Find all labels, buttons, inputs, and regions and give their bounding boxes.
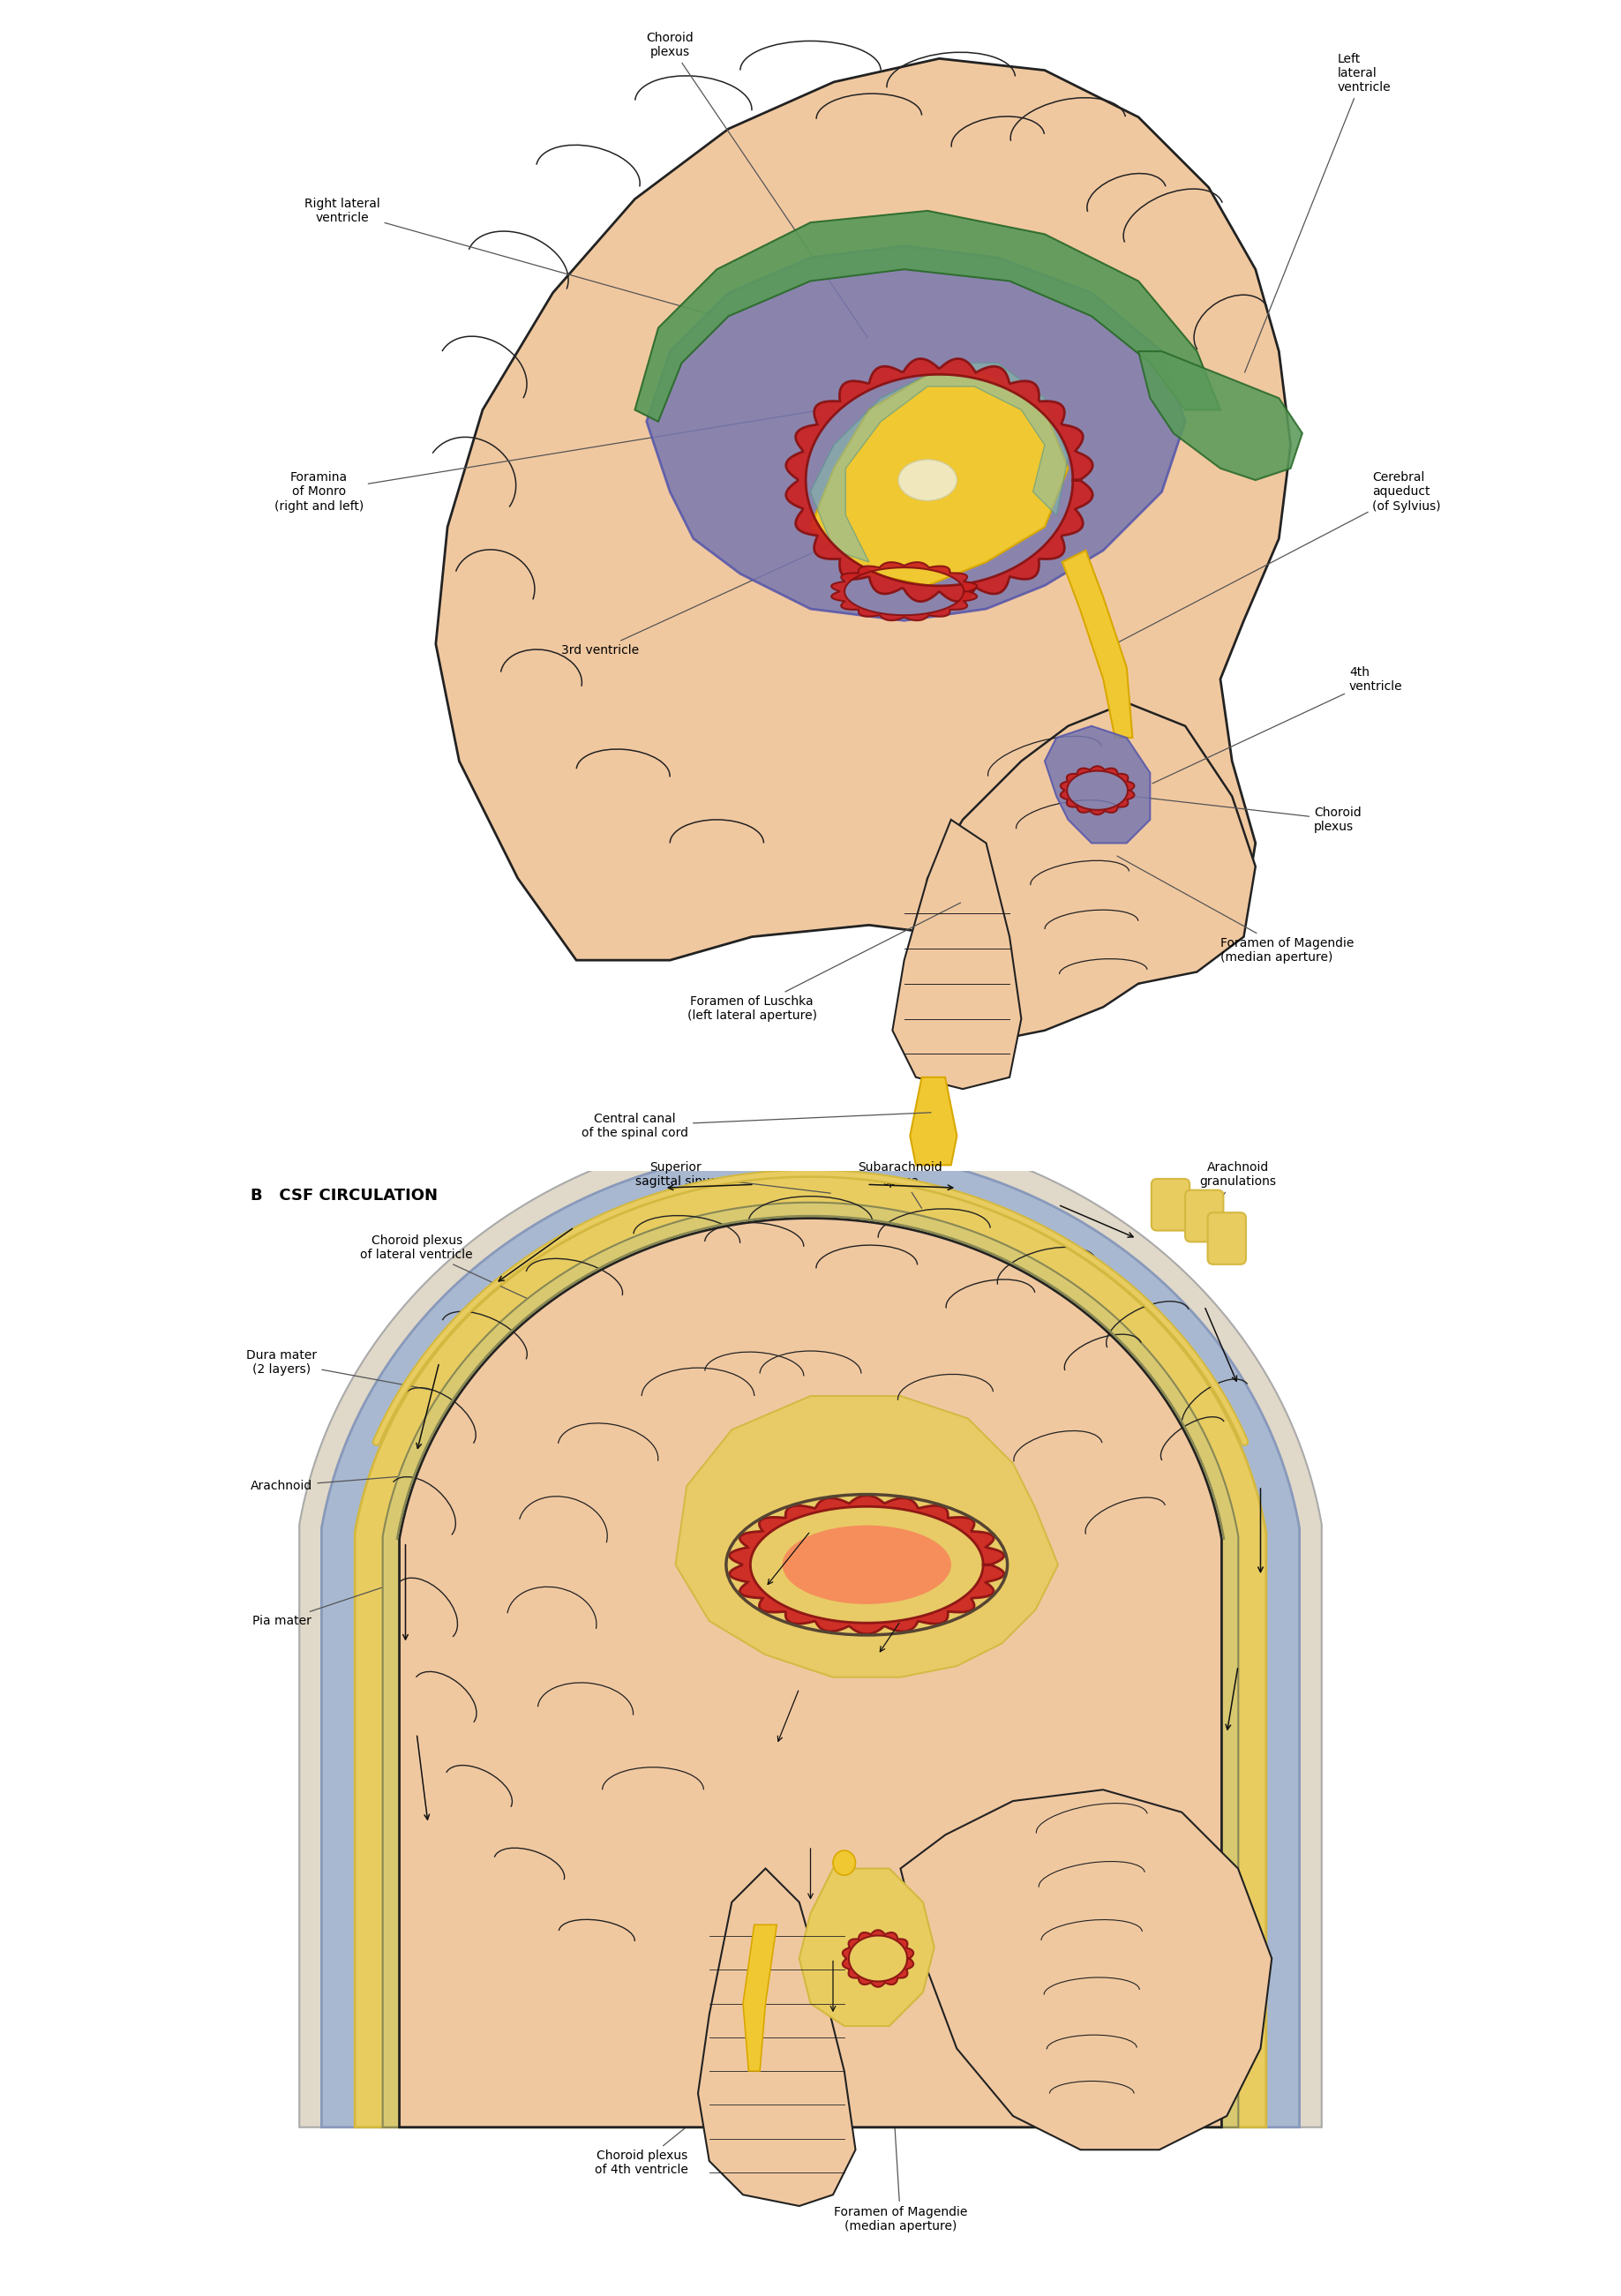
FancyBboxPatch shape [1208, 1212, 1247, 1265]
Polygon shape [355, 1176, 1266, 2126]
Polygon shape [916, 703, 1256, 1042]
Polygon shape [810, 363, 1068, 563]
Polygon shape [1062, 551, 1133, 737]
Text: Roof of 4th
ventricle: Roof of 4th ventricle [937, 1903, 1216, 1949]
Text: 4th
ventricle: 4th ventricle [1153, 666, 1402, 783]
Text: Left
lateral
ventricle: Left lateral ventricle [1245, 53, 1391, 372]
Polygon shape [647, 246, 1185, 620]
Polygon shape [1044, 726, 1149, 843]
Text: Foramen of Luschka
(right lateral aperture): Foramen of Luschka (right lateral apertu… [404, 1947, 819, 2041]
Polygon shape [729, 1495, 1003, 1635]
Text: Arachnoid
granulations: Arachnoid granulations [1200, 1162, 1276, 1219]
Text: Choroid plexus
of lateral ventricle: Choroid plexus of lateral ventricle [360, 1235, 786, 1417]
Text: Foramen of Magendie
(median aperture): Foramen of Magendie (median aperture) [833, 2039, 968, 2232]
Polygon shape [1138, 351, 1302, 480]
Text: Dura mater
(2 layers): Dura mater (2 layers) [246, 1348, 431, 1389]
Polygon shape [909, 1077, 956, 1164]
Text: Central canal
of the spinal cord: Central canal of the spinal cord [582, 1111, 930, 1139]
Ellipse shape [898, 459, 956, 501]
Text: Foramen of Magendie
(median aperture): Foramen of Magendie (median aperture) [1117, 856, 1354, 964]
Polygon shape [786, 358, 1093, 602]
Text: Choroid
plexus: Choroid plexus [1135, 797, 1362, 833]
Polygon shape [383, 1203, 1238, 2126]
Polygon shape [676, 1396, 1059, 1676]
Polygon shape [321, 1148, 1300, 2126]
Text: Choroid plexus
of 4th ventricle: Choroid plexus of 4th ventricle [595, 1981, 866, 2177]
Polygon shape [742, 1924, 776, 2071]
Text: Choroid plexus
of 3rd ventricle: Choroid plexus of 3rd ventricle [483, 1678, 763, 1839]
Ellipse shape [833, 1851, 856, 1876]
Polygon shape [635, 211, 1221, 422]
Polygon shape [699, 1869, 856, 2206]
Text: B   CSF CIRCULATION: B CSF CIRCULATION [250, 1187, 438, 1203]
Ellipse shape [783, 1525, 952, 1605]
Polygon shape [810, 374, 1068, 585]
Text: Pia mater: Pia mater [253, 1570, 431, 1628]
Text: Foramen of Luschka
(left lateral aperture): Foramen of Luschka (left lateral apertur… [687, 902, 961, 1022]
Polygon shape [1060, 767, 1135, 815]
FancyBboxPatch shape [1151, 1178, 1190, 1231]
FancyBboxPatch shape [1185, 1189, 1224, 1242]
Text: Superior
sagittal sinus: Superior sagittal sinus [635, 1162, 830, 1194]
Text: Right lateral
ventricle: Right lateral ventricle [305, 197, 715, 315]
Text: 3rd ventricle: 3rd ventricle [561, 528, 867, 657]
Text: Arachnoid: Arachnoid [251, 1474, 420, 1492]
Polygon shape [399, 1219, 1222, 2126]
Polygon shape [843, 1931, 914, 1986]
Polygon shape [436, 60, 1290, 983]
Text: Subarachnoid
space: Subarachnoid space [858, 1162, 943, 1208]
Text: Cerebral aqueduct
(of Sylvius): Cerebral aqueduct (of Sylvius) [438, 1901, 752, 1958]
Polygon shape [799, 1869, 934, 2025]
Polygon shape [832, 563, 977, 620]
Text: Choroid
plexus: Choroid plexus [647, 32, 867, 338]
Text: Cerebral
aqueduct
(of Sylvius): Cerebral aqueduct (of Sylvius) [1117, 471, 1441, 643]
Polygon shape [893, 820, 1021, 1088]
Polygon shape [901, 1791, 1272, 2149]
Polygon shape [300, 1125, 1321, 2126]
Text: Foramina
of Monro
(right and left): Foramina of Monro (right and left) [274, 411, 820, 512]
